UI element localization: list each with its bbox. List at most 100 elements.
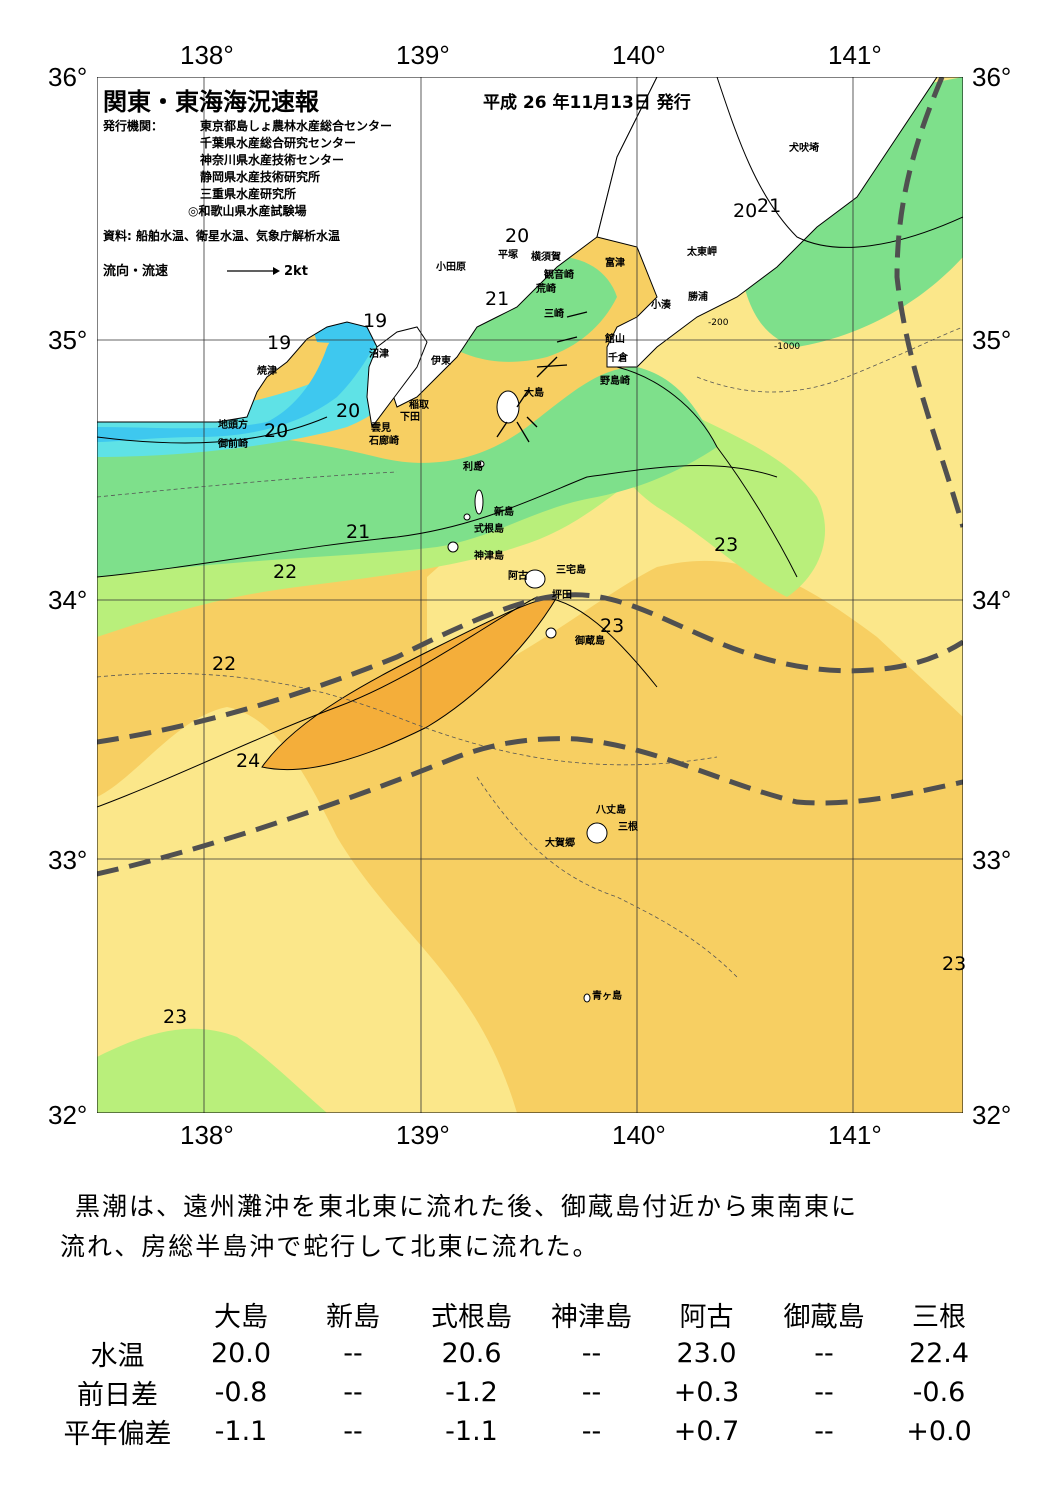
place-odawara: 小田原 — [436, 262, 466, 273]
lon-label-top-140: 140° — [612, 40, 666, 70]
land-izu — [366, 326, 428, 429]
issuer-label: 発行機関： — [103, 119, 164, 133]
place-okago: 大賀郷 — [545, 838, 575, 849]
isotherm-label-19b: 19 — [363, 310, 388, 332]
grid — [97, 77, 963, 1113]
lat-label-left-36: 36° — [48, 62, 88, 92]
island-hachijo — [586, 822, 608, 844]
table-cell: -- — [343, 1416, 363, 1447]
table-row: 前日差 -0.8 -- -1.2 -- +0.3 -- -0.6 — [50, 1373, 994, 1412]
issue-date: 平成 26 年11月13日 発行 — [483, 93, 691, 113]
place-inatori: 稲取 — [409, 400, 429, 411]
sea-temperature-map — [97, 77, 963, 1113]
place-arasaki: 荒崎 — [536, 284, 556, 295]
isotherm-label-23d: 23 — [942, 953, 967, 975]
table-cell: +0.7 — [673, 1416, 740, 1447]
isotherm-label-20c: 20 — [505, 225, 530, 247]
table-cell: -1.1 — [214, 1416, 268, 1447]
depth-label-1000: -1000 — [774, 342, 801, 352]
lat-label-left-34: 34° — [48, 585, 88, 615]
table-cell: -- — [581, 1377, 602, 1408]
table-row: 水温 20.0 -- 20.6 -- 23.0 -- 22.4 — [50, 1334, 994, 1373]
lat-label-right-36: 36° — [972, 62, 1012, 92]
table-col-header: 神津島 — [551, 1302, 632, 1333]
island-mikura — [545, 627, 557, 639]
island-aogashima — [583, 993, 591, 1003]
place-hachijojima: 八丈島 — [596, 805, 626, 816]
table-col-header: 式根島 — [431, 1302, 512, 1333]
lat-label-right-34: 34° — [972, 585, 1012, 615]
place-kumomi: 雲見 — [371, 423, 391, 434]
table-cell: -- — [814, 1338, 834, 1369]
table-col-header: 三根 — [912, 1302, 966, 1333]
place-hiratsuka: 平塚 — [498, 250, 518, 261]
flow-arrows — [496, 311, 588, 443]
place-ako: 阿古 — [508, 571, 528, 582]
place-tateyama: 館山 — [605, 334, 625, 345]
temperature-table: 大島 新島 式根島 神津島 阿古 御蔵島 三根 水温 20.0 -- 20.6 … — [50, 1295, 994, 1451]
description-line2: 流れ、房総半島沖で蛇行して北東に流れた。 — [60, 1232, 600, 1261]
place-kozushima: 神津島 — [474, 551, 504, 562]
kuroshio-axis — [97, 77, 963, 877]
lat-label-right-32: 32° — [972, 1100, 1012, 1130]
place-mitsune: 三根 — [618, 822, 638, 833]
place-yaizu: 焼津 — [257, 366, 277, 377]
depth-contours — [97, 326, 963, 978]
lon-label-top-138: 138° — [180, 40, 234, 70]
isotherm-label-23c: 23 — [163, 1006, 188, 1028]
island-miyake — [524, 569, 546, 589]
flow-legend-scale: 2kt — [284, 264, 308, 279]
isotherm-label-22b: 22 — [212, 653, 237, 675]
description: 黒潮は、遠州灘沖を東北東に流れた後、御蔵島付近から東南東に 流れ、房総半島沖で蛇… — [60, 1187, 1020, 1267]
table-cell: -0.8 — [214, 1377, 268, 1408]
issuer-2: 千葉県水産総合研究センター — [200, 136, 357, 150]
place-numazu: 沼津 — [369, 349, 389, 360]
land-honshu — [97, 77, 658, 423]
isotherms — [97, 77, 963, 808]
place-niijima: 新島 — [494, 507, 514, 518]
lat-label-left-32: 32° — [48, 1100, 88, 1130]
depth-label-200: -200 — [708, 318, 729, 328]
island-shikinejima — [463, 513, 471, 521]
lat-label-right-33: 33° — [972, 845, 1012, 875]
place-nojimazaki: 野島崎 — [600, 376, 630, 387]
description-line1: 黒潮は、遠州灘沖を東北東に流れた後、御蔵島付近から東南東に — [75, 1192, 859, 1221]
place-futtsu: 富津 — [605, 258, 625, 269]
lon-label-bottom-140: 140° — [612, 1120, 666, 1150]
table-row: 平年偏差 -1.1 -- -1.1 -- +0.7 -- +0.0 — [50, 1412, 994, 1451]
lat-label-left-35: 35° — [48, 325, 88, 355]
issuer-5: 三重県水産研究所 — [200, 187, 297, 201]
table-header-row: 大島 新島 式根島 神津島 阿古 御蔵島 三根 — [50, 1295, 994, 1334]
table-cell: 23.0 — [676, 1338, 737, 1369]
place-oshima: 大島 — [524, 388, 544, 399]
table-corner — [50, 1295, 185, 1334]
table-cell: 20.0 — [210, 1338, 272, 1369]
issuer-4: 静岡県水産技術研究所 — [200, 170, 321, 184]
table-cell: +0.3 — [673, 1377, 740, 1408]
zone-22-sw — [97, 1028, 327, 1113]
island-oshima — [496, 390, 520, 424]
place-aogashima: 青ヶ島 — [592, 991, 622, 1002]
issuer-6: ◎和歌山県水産試験場 — [188, 204, 307, 218]
place-toshima: 利島 — [463, 462, 483, 473]
land-boso — [596, 77, 938, 368]
data-sources: 資料: 船舶水温、衛星水温、気象庁解析水温 — [103, 229, 340, 243]
table-cell: -- — [343, 1338, 363, 1369]
place-irozaki: 石廊崎 — [369, 436, 399, 447]
isotherm-label-21b: 21 — [757, 195, 782, 217]
place-misaki: 三崎 — [544, 309, 564, 320]
isotherm-label-23b: 23 — [600, 615, 625, 637]
table-cell: 22.4 — [908, 1338, 970, 1369]
table-cell: -- — [581, 1416, 602, 1447]
table-cell: -- — [814, 1377, 834, 1408]
zone-21-sagami — [437, 256, 617, 362]
table-cell: -- — [343, 1377, 363, 1408]
isotherm-label-20b: 20 — [336, 400, 361, 422]
place-taito: 太東岬 — [687, 247, 717, 258]
table-cell: -1.1 — [445, 1416, 498, 1447]
place-inubosaki: 犬吠埼 — [789, 143, 819, 154]
isotherm-label-24: 24 — [236, 750, 261, 772]
isotherm-label-22a: 22 — [273, 561, 298, 583]
lon-label-bottom-138: 138° — [180, 1120, 234, 1150]
isotherm-label-19a: 19 — [267, 332, 292, 354]
